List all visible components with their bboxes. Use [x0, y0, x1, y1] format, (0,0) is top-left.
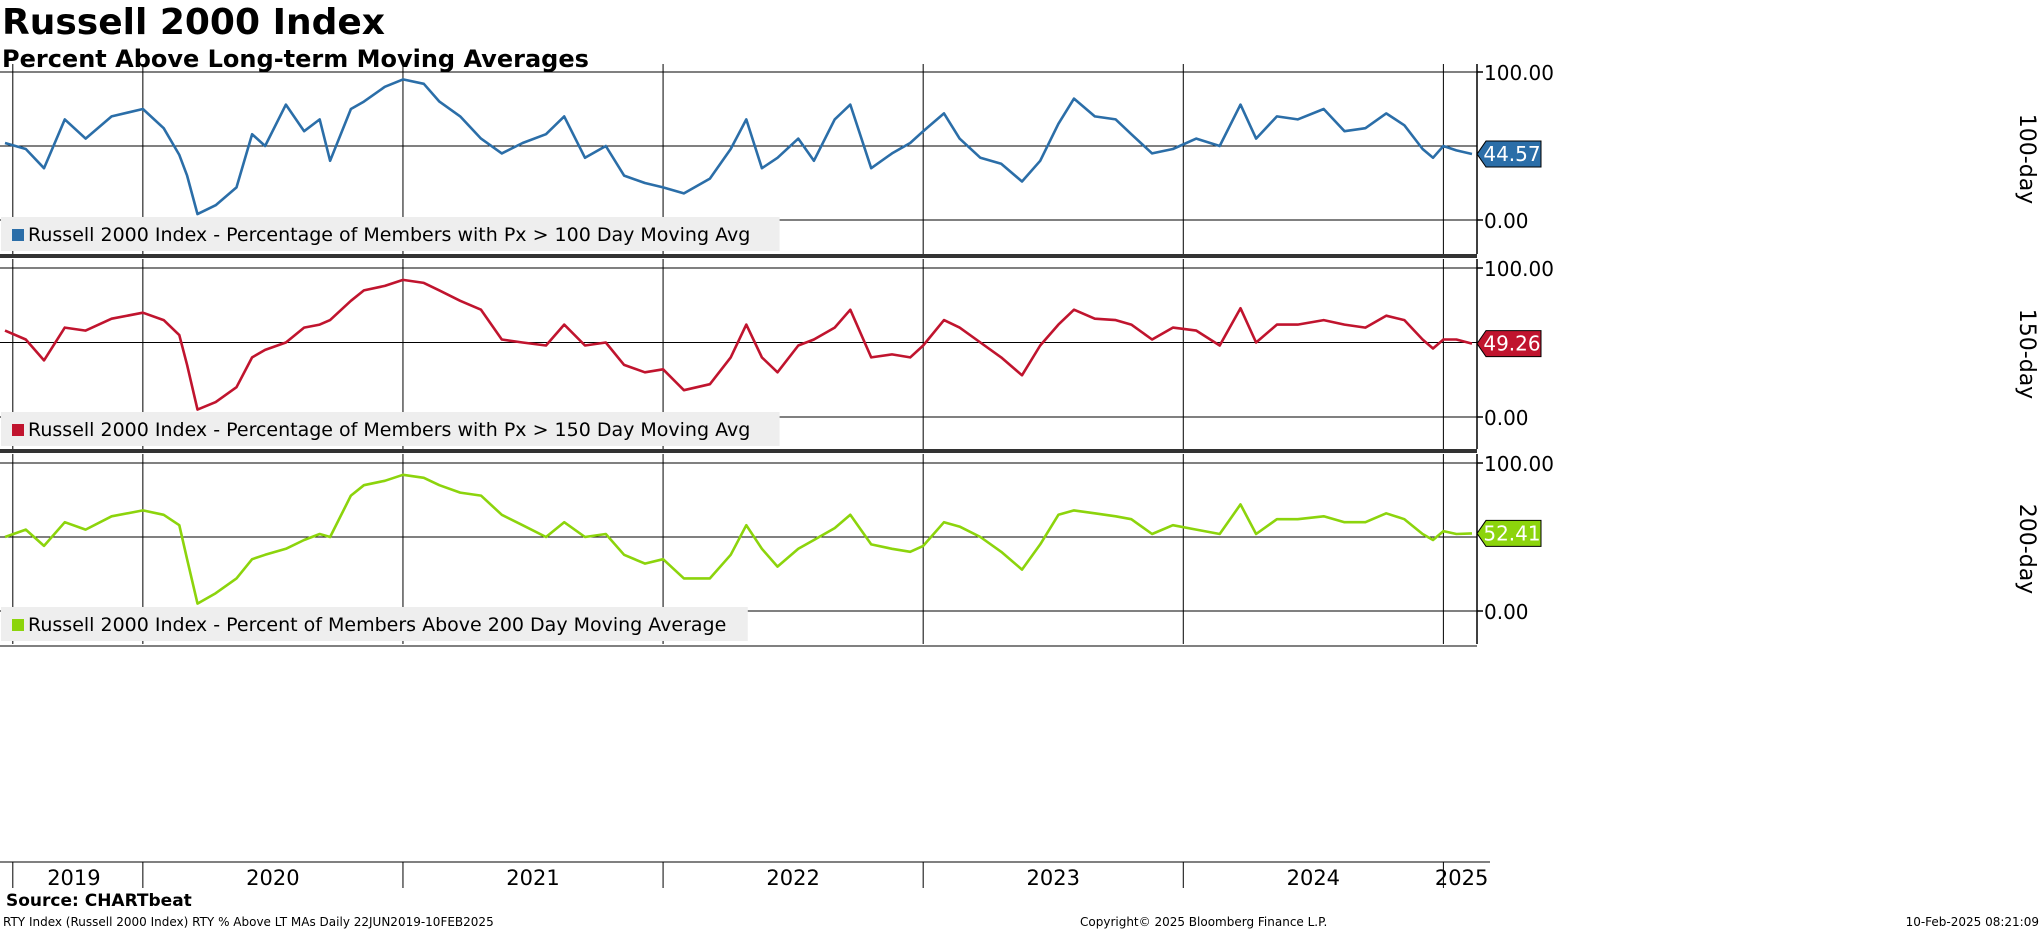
legend: Russell 2000 Index - Percentage of Membe…	[1, 412, 780, 446]
x-axis: 2019 2020 2021 2022 2023 2024 2025	[0, 861, 1490, 890]
last-value-tag: 52.41	[1476, 519, 1542, 547]
data-line-150-day	[4, 278, 1473, 411]
footer-copyright: Copyright© 2025 Bloomberg Finance L.P.	[1080, 915, 1328, 929]
last-value-label: 52.41	[1483, 521, 1540, 545]
last-value-tag: 49.26	[1476, 330, 1542, 358]
panel-axis-label: 150-day	[2014, 309, 2039, 399]
last-value-label: 49.26	[1483, 332, 1540, 356]
page-title: Russell 2000 Index	[2, 2, 385, 43]
legend: Russell 2000 Index - Percentage of Membe…	[1, 217, 780, 251]
y-tick-label: 100.00	[1484, 257, 1554, 281]
legend-label: Russell 2000 Index - Percent of Members …	[28, 614, 726, 636]
legend-swatch	[12, 229, 24, 241]
x-tick-label: 2020	[246, 866, 299, 890]
legend-background	[1, 607, 748, 641]
footer-left: RTY Index (Russell 2000 Index) RTY % Abo…	[3, 915, 494, 929]
footer-timestamp: 10-Feb-2025 08:21:09	[1905, 915, 2039, 929]
legend-swatch	[12, 424, 24, 436]
legend-label: Russell 2000 Index - Percentage of Membe…	[28, 419, 750, 441]
chart-panel-150-day: 100.00 0.00 49.26 150-day Russell 2000 Index…	[0, 257, 2039, 449]
data-line-100-day	[4, 78, 1473, 216]
x-tick-label: 2021	[506, 866, 559, 890]
x-tick-label: 2025	[1435, 866, 1488, 890]
panel-axis-label: 100-day	[2014, 114, 2039, 204]
x-tick-label: 2019	[47, 866, 100, 890]
data-line-200-day	[4, 473, 1473, 605]
x-tick-label: 2024	[1287, 866, 1340, 890]
y-tick-label: 100.00	[1484, 61, 1554, 85]
last-value-tag-bg	[1476, 140, 1542, 168]
page-subtitle: Percent Above Long-term Moving Averages	[2, 45, 589, 73]
legend-swatch	[12, 619, 24, 631]
last-value-tag-bg	[1476, 519, 1542, 547]
y-tick-label: 0.00	[1484, 406, 1529, 430]
chart-panel-100-day: 100.00 0.00 44.57 100-day Russell 2000 Index…	[0, 61, 2039, 254]
last-value-tag-bg	[1476, 330, 1542, 358]
y-tick-label: 100.00	[1484, 452, 1554, 476]
last-value-label: 44.57	[1483, 142, 1540, 166]
legend: Russell 2000 Index - Percent of Members …	[1, 607, 748, 641]
last-value-tag: 44.57	[1476, 140, 1542, 168]
y-tick-label: 0.00	[1484, 600, 1529, 624]
legend-label: Russell 2000 Index - Percentage of Membe…	[28, 224, 750, 246]
x-tick-label: 2023	[1027, 866, 1080, 890]
chart-panel-200-day: 100.00 0.00 52.41 200-day Russell 2000 Index…	[0, 452, 2039, 644]
source-note: Source: CHARTbeat	[6, 891, 192, 911]
legend-background	[1, 412, 780, 446]
panel-axis-label: 200-day	[2014, 504, 2039, 594]
y-tick-label: 0.00	[1484, 209, 1529, 233]
x-tick-label: 2022	[766, 866, 819, 890]
legend-background	[1, 217, 780, 251]
